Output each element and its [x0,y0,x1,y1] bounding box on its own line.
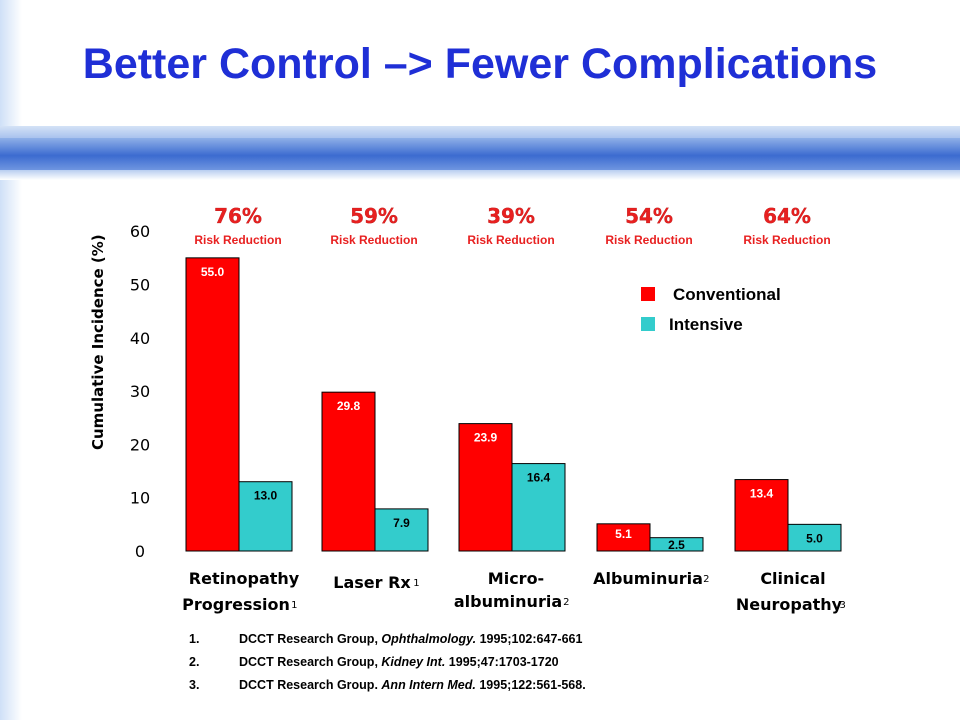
bar-intensive [511,463,566,552]
legend-swatch-conventional [641,287,655,301]
data-label: 13.0 [254,489,278,503]
data-label: 29.8 [337,399,361,413]
risk-reduction-label: Risk Reduction [194,233,281,247]
reference-item: 3. DCCT Research Group. Ann Intern Med. 1… [189,678,586,692]
risk-reduction-label: Risk Reduction [743,233,830,247]
category-label: Laser Rx [333,573,411,592]
data-label: 2.5 [668,538,685,552]
category-label: Neuropathy [736,595,843,614]
y-tick-label: 20 [130,435,150,454]
y-tick-label: 0 [135,542,145,561]
y-tick-label: 40 [130,329,150,348]
data-label: 13.4 [750,487,774,501]
bar-conventional [321,391,376,552]
risk-reduction-percent: 64% [763,204,811,228]
bar-conventional [185,257,240,552]
y-tick-label: 50 [130,276,150,295]
category-label: Retinopathy [189,569,300,588]
y-tick-label: 60 [130,222,150,241]
category-superscript: 2 [703,574,709,585]
bar-intensive [649,537,704,552]
category-superscript: 1 [413,578,419,589]
y-tick-label: 10 [130,489,150,508]
legend-label-intensive: Intensive [669,315,743,334]
risk-reduction-percent: 76% [214,204,262,228]
decorative-banner [0,126,960,180]
y-tick-label: 30 [130,382,150,401]
data-label: 16.4 [527,471,551,485]
risk-reduction-label: Risk Reduction [467,233,554,247]
category-label: Albuminuria [593,569,703,588]
bar-intensive [787,523,842,552]
category-label: albuminuria [454,592,562,611]
legend-label-conventional: Conventional [673,285,781,304]
slide-title: Better Control –> Fewer Complications [82,40,878,88]
data-label: 23.9 [474,431,498,445]
y-axis-label: Cumulative Incidence (%) [89,234,107,450]
risk-reduction-label: Risk Reduction [330,233,417,247]
legend-swatch-intensive [641,317,655,331]
category-superscript: 1 [291,600,297,611]
data-label: 5.0 [806,531,823,545]
category-label: Micro- [488,569,544,588]
bar-intensive [238,481,293,552]
category-label: Progression [182,595,290,614]
data-label: 55.0 [201,265,225,279]
reference-item: 2. DCCT Research Group, Kidney Int. 1995;… [189,655,559,669]
risk-reduction-percent: 39% [487,204,535,228]
references: 1. DCCT Research Group, Ophthalmology. 19… [189,632,889,701]
reference-item: 1. DCCT Research Group, Ophthalmology. 19… [189,632,583,646]
category-superscript: 3 [840,600,846,611]
risk-reduction-percent: 54% [625,204,673,228]
category-label: Clinical [760,569,825,588]
bar-conventional [734,479,789,552]
category-superscript: 2 [563,597,569,608]
risk-reduction-percent: 59% [350,204,398,228]
data-label: 7.9 [393,516,410,530]
data-label: 5.1 [615,527,632,541]
left-gradient-strip [0,0,22,720]
risk-reduction-label: Risk Reduction [605,233,692,247]
bar-intensive [374,508,429,552]
